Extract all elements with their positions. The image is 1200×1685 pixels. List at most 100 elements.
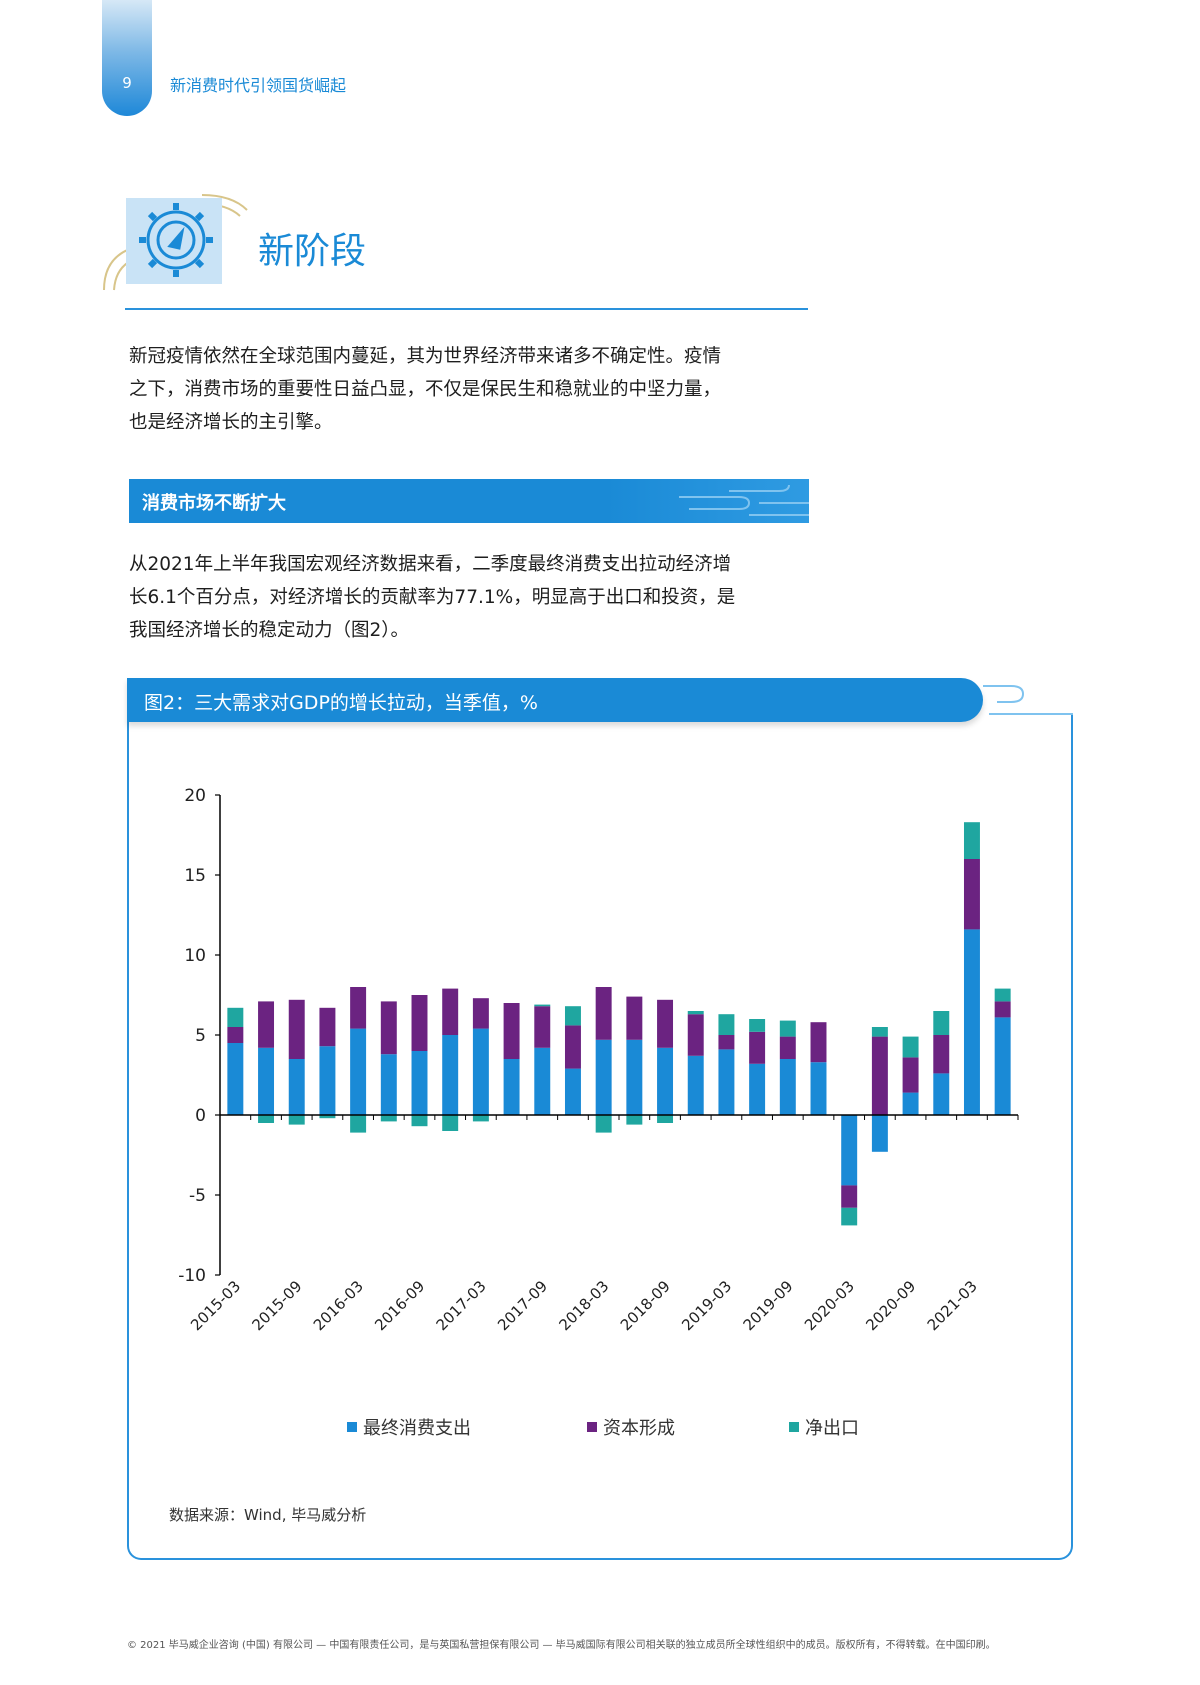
- bar-segment: [718, 1035, 735, 1050]
- bar-segment: [626, 1039, 643, 1115]
- bar-segment: [288, 1059, 305, 1115]
- bar-segment: [963, 929, 980, 1115]
- bar-segment: [503, 1059, 520, 1115]
- legend-label: 净出口: [805, 1418, 859, 1439]
- bar-segment: [871, 1036, 888, 1115]
- bar-segment: [963, 822, 980, 859]
- bar-segment: [564, 1025, 581, 1069]
- bar-segment: [810, 1062, 827, 1115]
- bar-segment: [657, 1047, 674, 1115]
- y-tick-label: 10: [184, 946, 206, 966]
- legend-swatch: [347, 1422, 357, 1432]
- figure-caption: 图2：三大需求对GDP的增长拉动，当季值，%: [144, 692, 538, 714]
- bar-segment: [718, 1014, 735, 1035]
- bar-segment: [657, 1115, 674, 1123]
- bar-segment: [595, 1039, 612, 1115]
- y-tick-label: 0: [195, 1106, 206, 1126]
- figure-source: 数据来源：Wind, 毕马威分析: [169, 1506, 367, 1524]
- bar-segment: [626, 1115, 643, 1125]
- x-tick-label: 2018-03: [555, 1277, 612, 1334]
- bar-segment: [564, 1006, 581, 1026]
- x-tick-label: 2016-09: [371, 1277, 428, 1334]
- page-tab: [102, 0, 152, 116]
- bar-segment: [350, 1115, 367, 1133]
- x-tick-label: 2019-09: [740, 1277, 797, 1334]
- figure-frame: [127, 714, 1073, 1560]
- divider: [125, 308, 808, 310]
- y-tick-label: 20: [184, 786, 206, 806]
- bar-segment: [319, 1007, 336, 1047]
- footer-copyright: © 2021 毕马威企业咨询 (中国) 有限公司 — 中国有限责任公司，是与英国…: [127, 1640, 996, 1651]
- bar-segment: [442, 1115, 459, 1131]
- wave-decoration-icon: [679, 484, 809, 516]
- y-tick-label: -5: [189, 1186, 206, 1206]
- bar-segment: [626, 996, 643, 1040]
- subsection-title: 消费市场不断扩大: [142, 493, 286, 514]
- bar-segment: [687, 1011, 704, 1015]
- x-tick-label: 2020-09: [862, 1277, 919, 1334]
- bar-segment: [442, 1035, 459, 1115]
- bar-segment: [595, 1115, 612, 1133]
- bar-segment: [564, 1068, 581, 1115]
- legend-item-capital: 资本形成: [587, 1414, 675, 1440]
- bar-segment: [411, 1115, 428, 1127]
- gear-icon: [103, 194, 248, 291]
- wave-decoration-icon: [983, 685, 1073, 715]
- bar-segment: [902, 1092, 919, 1115]
- x-tick-label: 2016-03: [310, 1277, 367, 1334]
- bar-segment: [779, 1036, 796, 1059]
- paragraph-line: 我国经济增长的稳定动力（图2）。: [129, 620, 410, 641]
- bar-segment: [994, 1017, 1011, 1115]
- legend-label: 资本形成: [603, 1418, 675, 1439]
- bar-segment: [380, 1054, 397, 1115]
- legend-item-consumption: 最终消费支出: [347, 1414, 471, 1440]
- bar-segment: [288, 999, 305, 1059]
- section-title: 新阶段: [258, 231, 367, 272]
- y-tick-label: 5: [195, 1026, 206, 1046]
- running-title: 新消费时代引领国货崛起: [170, 76, 347, 95]
- bar-segment: [472, 1028, 489, 1115]
- bar-segment: [871, 1115, 888, 1152]
- subsection-banner: 消费市场不断扩大: [129, 479, 809, 523]
- y-tick-label: -10: [178, 1266, 206, 1286]
- y-tick-label: 15: [184, 866, 206, 886]
- body-paragraph: 从2021年上半年我国宏观经济数据来看，二季度最终消费支出拉动经济增 长6.1个…: [129, 548, 819, 647]
- bar-segment: [687, 1014, 704, 1056]
- bar-segment: [994, 1001, 1011, 1018]
- x-tick-label: 2015-09: [249, 1277, 306, 1334]
- bar-segment: [534, 1047, 551, 1115]
- x-tick-label: 2021-03: [924, 1277, 981, 1334]
- bar-segment: [749, 1031, 766, 1064]
- bar-segment: [319, 1046, 336, 1115]
- bar-segment: [442, 988, 459, 1035]
- bar-segment: [994, 988, 1011, 1002]
- bar-segment: [902, 1036, 919, 1058]
- bar-segment: [902, 1057, 919, 1093]
- bar-segment: [227, 1007, 244, 1027]
- bar-segment: [933, 1073, 950, 1115]
- page-number: 9: [122, 74, 132, 92]
- bar-segment: [319, 1115, 336, 1119]
- x-tick-label: 2017-03: [433, 1277, 490, 1334]
- x-tick-label: 2019-03: [678, 1277, 735, 1334]
- bar-segment: [963, 859, 980, 930]
- x-tick-label: 2018-09: [617, 1277, 674, 1334]
- bar-segment: [841, 1115, 858, 1186]
- bar-segment: [227, 1043, 244, 1115]
- bar-segment: [810, 1022, 827, 1063]
- bar-segment: [933, 1035, 950, 1074]
- bar-segment: [258, 1047, 275, 1115]
- legend-swatch: [587, 1422, 597, 1432]
- intro-paragraph: 新冠疫情依然在全球范围内蔓延，其为世界经济带来诸多不确定性。疫情 之下，消费市场…: [129, 340, 819, 439]
- bar-segment: [258, 1001, 275, 1048]
- legend-swatch: [789, 1422, 799, 1432]
- bar-segment: [871, 1027, 888, 1037]
- bar-segment: [380, 1115, 397, 1122]
- bar-segment: [288, 1115, 305, 1125]
- bar-segment: [534, 1006, 551, 1048]
- bar-segment: [657, 999, 674, 1048]
- legend-item-net-exports: 净出口: [789, 1414, 859, 1440]
- x-tick-label: 2017-09: [494, 1277, 551, 1334]
- bar-segment: [227, 1027, 244, 1043]
